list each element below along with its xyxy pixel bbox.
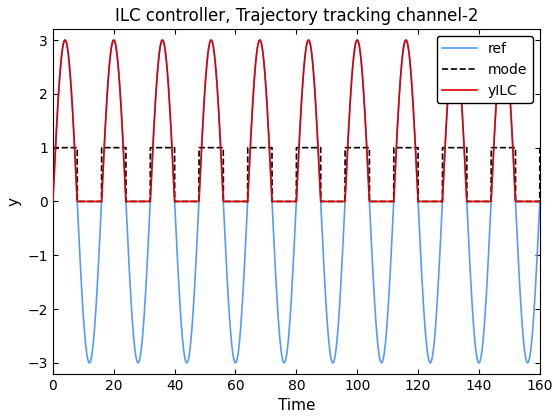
mode bbox=[49, 145, 56, 150]
Line: mode: mode bbox=[53, 148, 540, 202]
Line: ref: ref bbox=[53, 40, 540, 363]
Line: yILC: yILC bbox=[53, 40, 540, 202]
yILC bbox=[235, 199, 242, 204]
ref bbox=[49, 199, 56, 204]
ref bbox=[469, 306, 476, 311]
Legend: ref, mode, yILC: ref, mode, yILC bbox=[437, 36, 533, 103]
yILC bbox=[49, 199, 56, 204]
mode bbox=[469, 199, 476, 204]
X-axis label: Time: Time bbox=[278, 398, 315, 413]
mode bbox=[536, 145, 543, 150]
Title: ILC controller, Trajectory tracking channel-2: ILC controller, Trajectory tracking chan… bbox=[115, 7, 478, 25]
mode bbox=[408, 145, 414, 150]
ref bbox=[408, 71, 414, 76]
yILC bbox=[62, 37, 68, 42]
mode bbox=[321, 199, 328, 204]
ref bbox=[66, 65, 73, 70]
yILC bbox=[287, 199, 293, 204]
ref bbox=[536, 199, 543, 204]
yILC bbox=[408, 71, 414, 76]
ref bbox=[235, 348, 242, 353]
ref bbox=[524, 360, 531, 365]
yILC bbox=[536, 199, 543, 204]
yILC bbox=[66, 65, 73, 70]
mode bbox=[66, 145, 73, 150]
ref bbox=[321, 265, 328, 270]
mode bbox=[287, 199, 293, 204]
ref bbox=[287, 317, 293, 322]
yILC bbox=[321, 199, 328, 204]
mode bbox=[235, 199, 242, 204]
Y-axis label: y: y bbox=[7, 197, 22, 206]
mode bbox=[74, 199, 81, 204]
yILC bbox=[469, 199, 476, 204]
ref bbox=[62, 37, 68, 42]
